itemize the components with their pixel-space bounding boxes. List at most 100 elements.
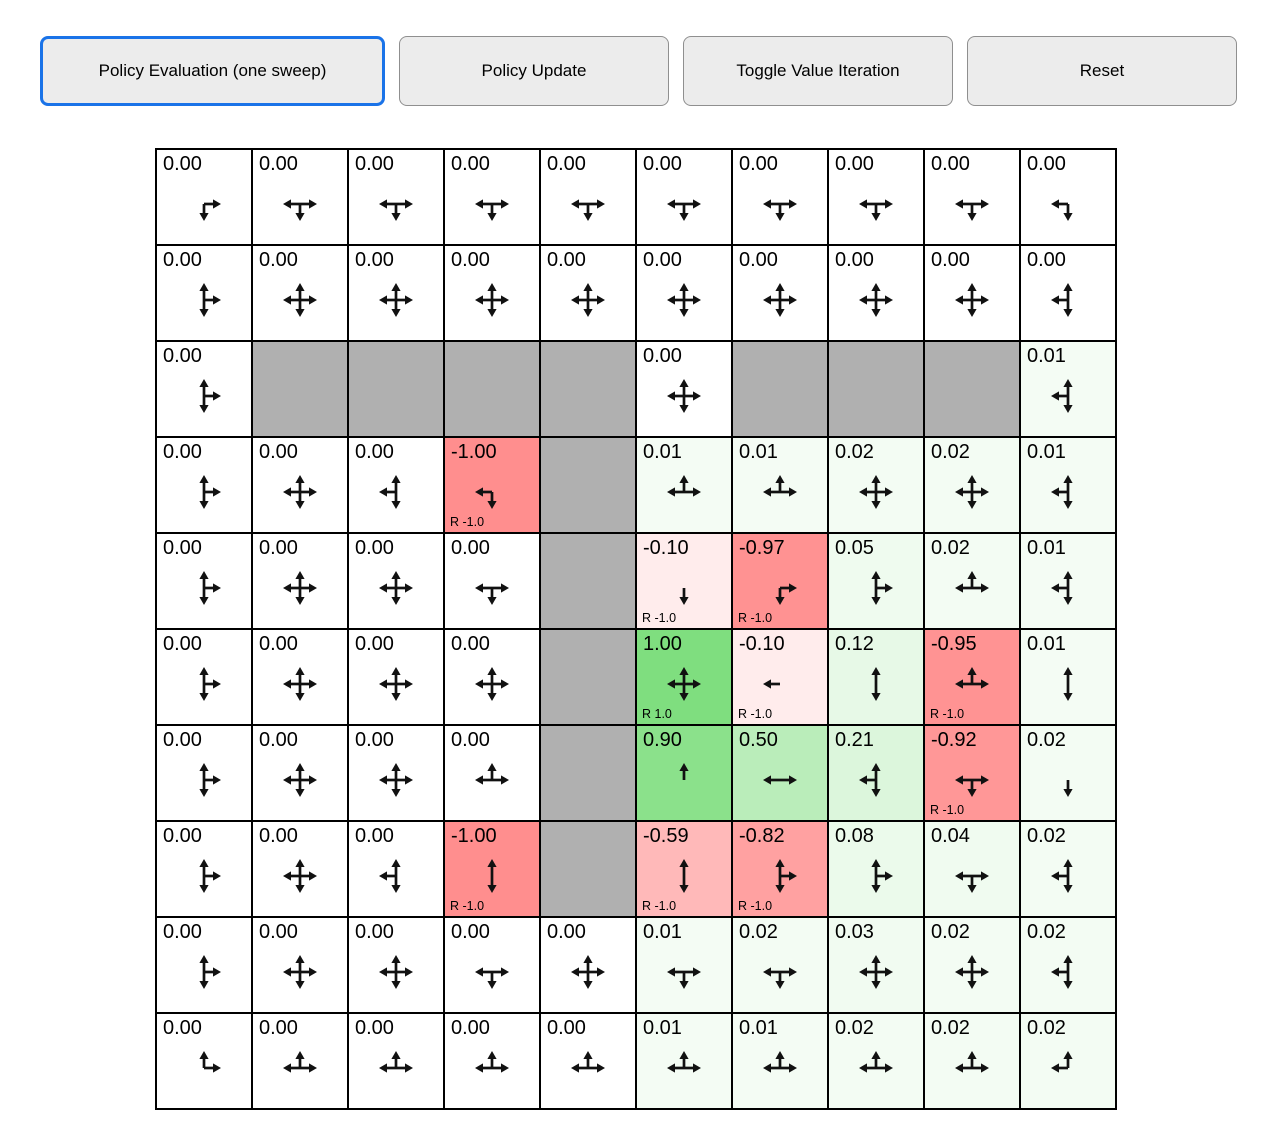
grid-cell[interactable]: 0.02: [1020, 821, 1116, 917]
wall-cell[interactable]: [732, 341, 828, 437]
wall-cell[interactable]: [540, 341, 636, 437]
grid-cell[interactable]: 0.01: [732, 437, 828, 533]
grid-cell[interactable]: 0.00: [252, 533, 348, 629]
grid-cell[interactable]: 0.01: [636, 437, 732, 533]
grid-cell[interactable]: 0.00: [252, 1013, 348, 1109]
grid-cell[interactable]: 0.00: [252, 725, 348, 821]
grid-cell[interactable]: 0.02: [828, 1013, 924, 1109]
wall-cell[interactable]: [252, 341, 348, 437]
grid-cell[interactable]: -0.82 R -1.0: [732, 821, 828, 917]
grid-cell[interactable]: 0.00: [348, 629, 444, 725]
grid-cell[interactable]: 0.00: [636, 341, 732, 437]
grid-cell[interactable]: -0.59 R -1.0: [636, 821, 732, 917]
grid-cell[interactable]: 0.05: [828, 533, 924, 629]
wall-cell[interactable]: [540, 437, 636, 533]
grid-cell[interactable]: 0.01: [1020, 533, 1116, 629]
grid-cell[interactable]: 0.00: [156, 917, 252, 1013]
grid-cell[interactable]: 0.50: [732, 725, 828, 821]
wall-cell[interactable]: [828, 341, 924, 437]
grid-cell[interactable]: 0.00: [348, 821, 444, 917]
grid-cell[interactable]: 0.03: [828, 917, 924, 1013]
grid-cell[interactable]: 0.00: [252, 437, 348, 533]
grid-cell[interactable]: 0.00: [444, 629, 540, 725]
wall-cell[interactable]: [924, 341, 1020, 437]
grid-cell[interactable]: 0.00: [252, 149, 348, 245]
grid-cell[interactable]: 0.01: [1020, 629, 1116, 725]
grid-cell[interactable]: 0.00: [348, 1013, 444, 1109]
grid-cell[interactable]: 0.00: [444, 149, 540, 245]
grid-cell[interactable]: 0.08: [828, 821, 924, 917]
grid-cell[interactable]: 0.00: [636, 245, 732, 341]
grid-cell[interactable]: 0.00: [252, 917, 348, 1013]
grid-cell[interactable]: -0.10 R -1.0: [636, 533, 732, 629]
grid-cell[interactable]: 0.02: [1020, 917, 1116, 1013]
grid-cell[interactable]: 0.01: [1020, 437, 1116, 533]
grid-cell[interactable]: 0.00: [348, 725, 444, 821]
grid-cell[interactable]: 0.04: [924, 821, 1020, 917]
grid-cell[interactable]: 0.00: [828, 245, 924, 341]
grid-cell[interactable]: 0.00: [444, 245, 540, 341]
grid-cell[interactable]: 0.00: [348, 149, 444, 245]
grid-cell[interactable]: 0.01: [1020, 341, 1116, 437]
grid-cell[interactable]: 0.02: [828, 437, 924, 533]
grid-cell[interactable]: 0.00: [444, 917, 540, 1013]
grid-cell[interactable]: 0.00: [156, 437, 252, 533]
grid-cell[interactable]: -0.95 R -1.0: [924, 629, 1020, 725]
reset-button[interactable]: Reset: [967, 36, 1237, 106]
grid-cell[interactable]: 0.00: [348, 437, 444, 533]
grid-cell[interactable]: -1.00 R -1.0: [444, 437, 540, 533]
grid-cell[interactable]: 0.00: [156, 821, 252, 917]
grid-cell[interactable]: 0.00: [540, 1013, 636, 1109]
grid-cell[interactable]: 0.00: [924, 245, 1020, 341]
grid-cell[interactable]: 0.00: [1020, 149, 1116, 245]
grid-cell[interactable]: 0.00: [444, 533, 540, 629]
grid-cell[interactable]: -0.10 R -1.0: [732, 629, 828, 725]
grid-cell[interactable]: 0.01: [636, 917, 732, 1013]
grid-cell[interactable]: 0.00: [1020, 245, 1116, 341]
grid-cell[interactable]: 0.00: [924, 149, 1020, 245]
grid-cell[interactable]: 0.02: [1020, 1013, 1116, 1109]
grid-cell[interactable]: 0.12: [828, 629, 924, 725]
grid-cell[interactable]: 0.21: [828, 725, 924, 821]
grid-cell[interactable]: 0.00: [540, 149, 636, 245]
wall-cell[interactable]: [348, 341, 444, 437]
grid-cell[interactable]: 0.00: [732, 245, 828, 341]
grid-cell[interactable]: 0.00: [444, 725, 540, 821]
grid-cell[interactable]: 0.00: [348, 917, 444, 1013]
grid-cell[interactable]: 0.00: [348, 245, 444, 341]
wall-cell[interactable]: [540, 629, 636, 725]
grid-cell[interactable]: 0.02: [924, 1013, 1020, 1109]
grid-cell[interactable]: -0.92 R -1.0: [924, 725, 1020, 821]
grid-cell[interactable]: 0.01: [636, 1013, 732, 1109]
grid-cell[interactable]: 0.00: [252, 629, 348, 725]
grid-cell[interactable]: 0.00: [156, 245, 252, 341]
grid-cell[interactable]: 0.02: [924, 437, 1020, 533]
wall-cell[interactable]: [540, 533, 636, 629]
grid-cell[interactable]: 0.00: [828, 149, 924, 245]
grid-cell[interactable]: -0.97 R -1.0: [732, 533, 828, 629]
grid-cell[interactable]: 0.00: [348, 533, 444, 629]
grid-cell[interactable]: 0.00: [156, 1013, 252, 1109]
grid-cell[interactable]: 0.00: [156, 341, 252, 437]
grid-cell[interactable]: 0.00: [156, 725, 252, 821]
grid-cell[interactable]: 0.90: [636, 725, 732, 821]
grid-cell[interactable]: 0.00: [444, 1013, 540, 1109]
grid-cell[interactable]: 0.00: [156, 533, 252, 629]
grid-cell[interactable]: 0.00: [156, 629, 252, 725]
grid-cell[interactable]: 0.02: [924, 917, 1020, 1013]
grid-cell[interactable]: 0.02: [732, 917, 828, 1013]
policy-update-button[interactable]: Policy Update: [399, 36, 669, 106]
grid-cell[interactable]: 1.00 R 1.0: [636, 629, 732, 725]
grid-cell[interactable]: 0.00: [540, 917, 636, 1013]
grid-cell[interactable]: 0.02: [1020, 725, 1116, 821]
grid-cell[interactable]: 0.00: [252, 821, 348, 917]
grid-cell[interactable]: 0.00: [732, 149, 828, 245]
grid-cell[interactable]: 0.02: [924, 533, 1020, 629]
grid-cell[interactable]: 0.00: [636, 149, 732, 245]
grid-cell[interactable]: 0.00: [156, 149, 252, 245]
grid-cell[interactable]: -1.00 R -1.0: [444, 821, 540, 917]
wall-cell[interactable]: [444, 341, 540, 437]
grid-cell[interactable]: 0.01: [732, 1013, 828, 1109]
wall-cell[interactable]: [540, 821, 636, 917]
wall-cell[interactable]: [540, 725, 636, 821]
